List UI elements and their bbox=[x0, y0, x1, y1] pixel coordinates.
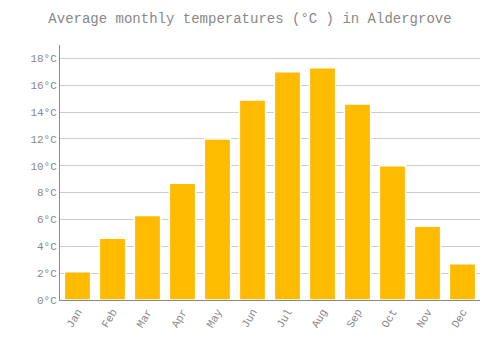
svg-text:Jan: Jan bbox=[65, 307, 85, 330]
svg-text:16°C: 16°C bbox=[30, 80, 57, 92]
svg-text:Aug: Aug bbox=[310, 307, 330, 330]
svg-text:Jul: Jul bbox=[275, 307, 295, 330]
svg-text:Average monthly temperatures (: Average monthly temperatures (°C ) in Al… bbox=[48, 11, 451, 27]
svg-text:8°C: 8°C bbox=[37, 187, 57, 199]
svg-text:Nov: Nov bbox=[415, 307, 435, 330]
svg-text:12°C: 12°C bbox=[30, 134, 57, 146]
svg-text:10°C: 10°C bbox=[30, 161, 57, 173]
svg-text:Feb: Feb bbox=[100, 307, 120, 330]
svg-text:2°C: 2°C bbox=[37, 268, 57, 280]
svg-text:Apr: Apr bbox=[170, 307, 190, 330]
svg-text:18°C: 18°C bbox=[30, 53, 57, 65]
svg-text:4°C: 4°C bbox=[37, 241, 57, 253]
svg-text:Dec: Dec bbox=[450, 307, 470, 330]
svg-text:Oct: Oct bbox=[380, 307, 400, 330]
svg-text:6°C: 6°C bbox=[37, 214, 57, 226]
svg-text:Sep: Sep bbox=[345, 307, 365, 330]
svg-text:Jun: Jun bbox=[240, 307, 260, 330]
svg-text:0°C: 0°C bbox=[37, 295, 57, 307]
svg-text:14°C: 14°C bbox=[30, 107, 57, 119]
svg-text:May: May bbox=[205, 307, 225, 330]
svg-text:Mar: Mar bbox=[135, 307, 155, 330]
